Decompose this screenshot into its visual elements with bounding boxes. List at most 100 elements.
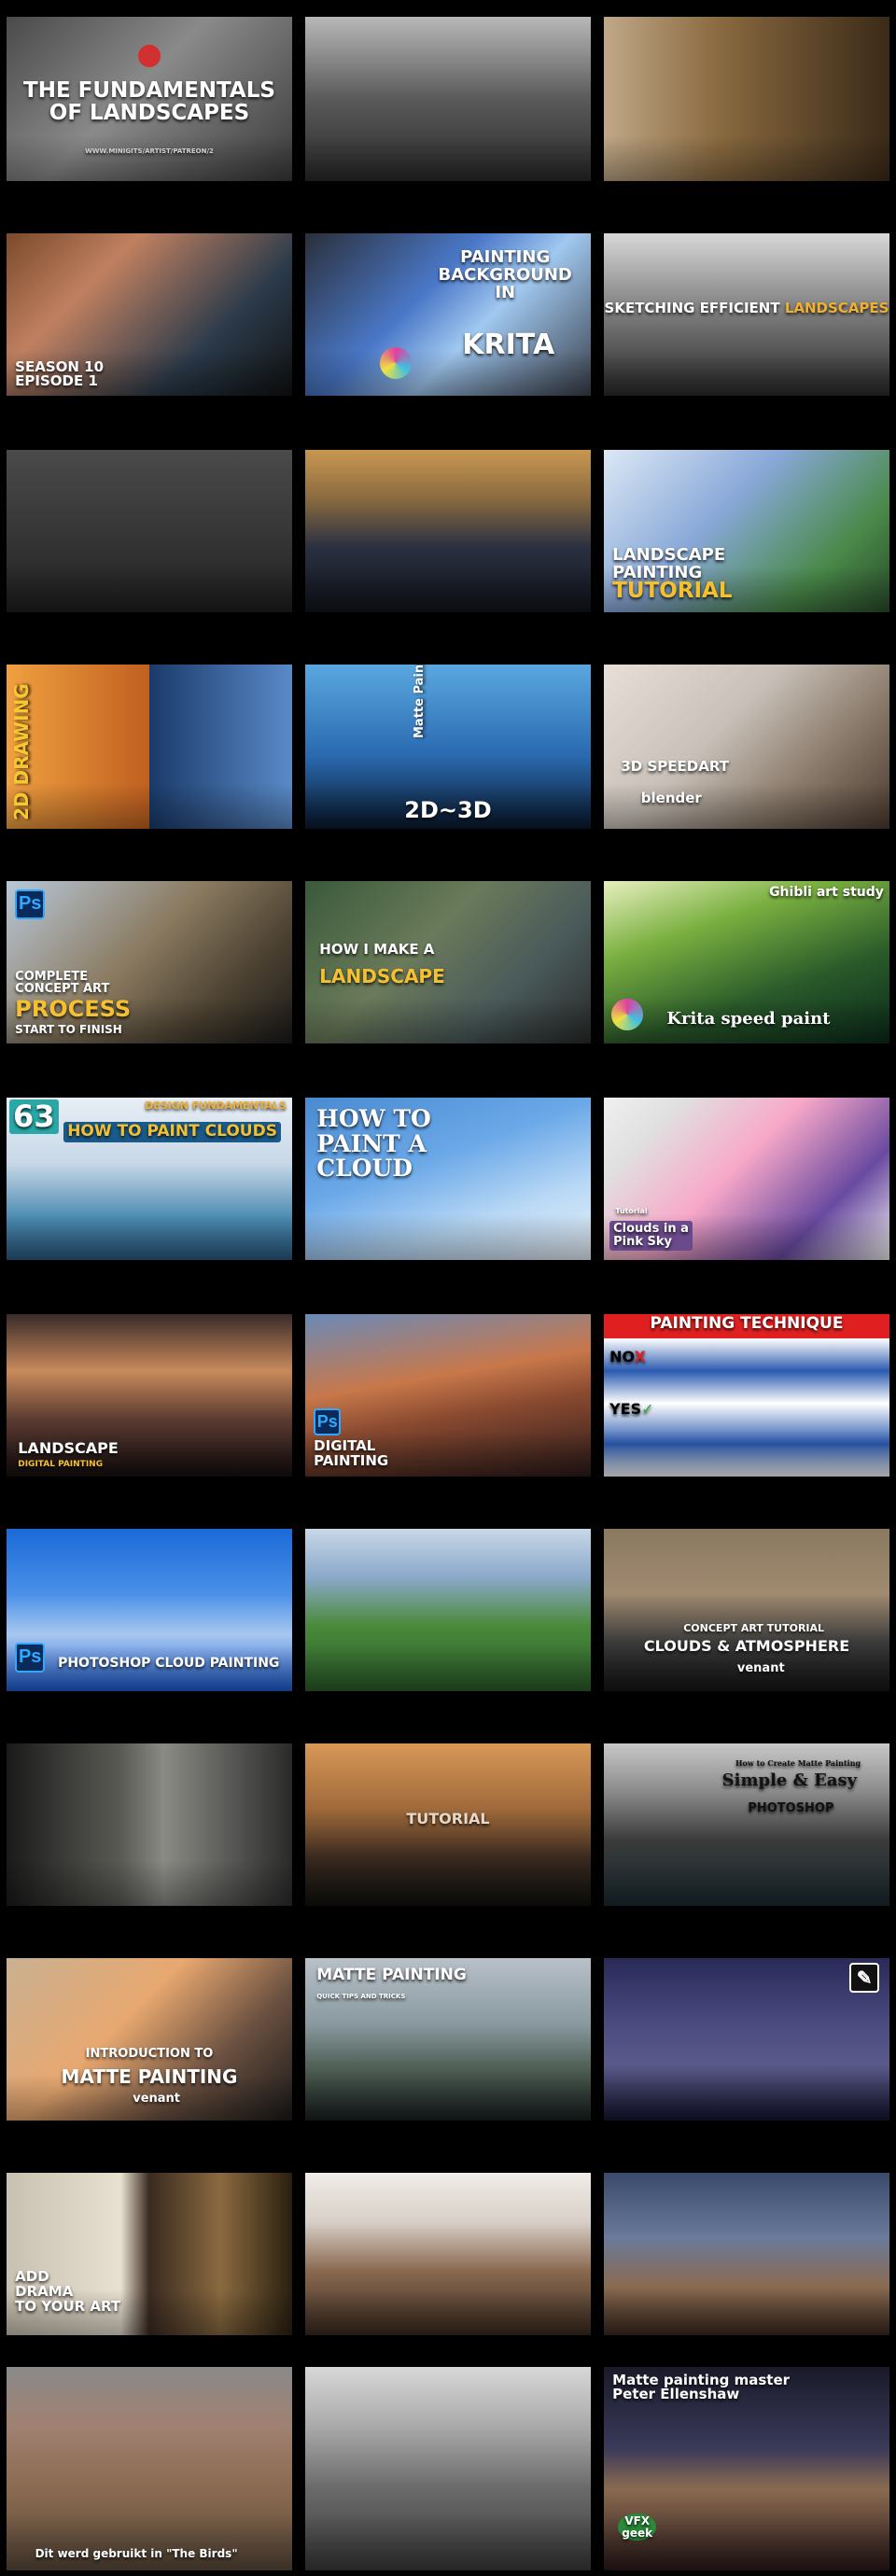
thumbnail-image bbox=[305, 1098, 591, 1260]
thumbnail-painting-background-in-krita[interactable]: PAINTING BACKGROUND IN KRITA bbox=[305, 233, 591, 396]
scene-silhouette bbox=[604, 567, 889, 612]
thumbnail-mech-desert-wreck[interactable] bbox=[305, 2173, 591, 2335]
thumbnail-simple-and-easy-photoshop[interactable]: How to Create Matte Painting Simple & Eas… bbox=[604, 1743, 889, 1906]
thumbnail-fundamentals-of-landscapes[interactable]: THE FUNDAMENTALS OF LANDSCAPES WWW.MINIGI… bbox=[7, 17, 292, 181]
thumbnail-rider-on-beach[interactable] bbox=[604, 2173, 889, 2335]
thumbnail-2d-drawing-wolf[interactable]: 2D DRAWING bbox=[7, 665, 292, 829]
thumbnail-digital-painting-mountain[interactable]: Ps DIGITAL PAINTING bbox=[305, 1314, 591, 1477]
thumbnail-image bbox=[604, 450, 889, 612]
thumbnail-image bbox=[7, 1529, 292, 1691]
thumbnail-photoshop-cloud-painting[interactable]: Ps PHOTOSHOP CLOUD PAINTING bbox=[7, 1529, 292, 1691]
thumbnail-how-i-make-a-landscape[interactable]: HOW I MAKE A LANDSCAPE bbox=[305, 881, 591, 1043]
thumbnail-image bbox=[604, 2173, 889, 2335]
photoshop-icon: Ps bbox=[15, 1642, 46, 1673]
scene-silhouette bbox=[305, 1214, 591, 1260]
thumbnail-overlay-text: 63 bbox=[9, 1099, 59, 1135]
thumbnail-clouds-in-a-pink-sky[interactable]: Tutorial Clouds in a Pink Sky bbox=[604, 1098, 889, 1260]
thumbnail-overlay-text: DESIGN FUNDAMENTALS bbox=[145, 1099, 287, 1113]
thumbnail-overlay-text: LANDSCAPE bbox=[18, 1438, 119, 1457]
thumbnail-overlay-text: CONCEPT ART TUTORIAL bbox=[683, 1621, 825, 1634]
scene-silhouette bbox=[604, 1645, 889, 1691]
thumbnail-image bbox=[604, 1743, 889, 1906]
thumbnail-matte-painting-2d-3d[interactable]: Matte Painting 2D~3D bbox=[305, 665, 591, 829]
scene-silhouette bbox=[7, 998, 292, 1043]
thumbnail-overlay-text: HOW I MAKE A bbox=[319, 941, 435, 959]
scene-silhouette bbox=[305, 998, 591, 1043]
thumbnail-overlay-text: ADD DRAMA TO YOUR ART bbox=[15, 2268, 121, 2315]
thumbnail-how-to-paint-clouds-63[interactable]: 63 DESIGN FUNDAMENTALS HOW TO PAINT CLOUDS bbox=[7, 1098, 292, 1260]
scene-silhouette bbox=[604, 134, 889, 181]
thumbnail-overlay-text: venant bbox=[736, 1660, 785, 1675]
thumbnail-castle-cliff-sunset[interactable] bbox=[305, 450, 591, 612]
thumbnail-overlay-text: MATTE PAINTING bbox=[316, 1966, 467, 1985]
thumbnail-workshop-film-props[interactable] bbox=[305, 2367, 591, 2570]
thumbnail-image bbox=[305, 881, 591, 1043]
thumbnail-add-drama-to-your-art[interactable]: ADD DRAMA TO YOUR ART bbox=[7, 2173, 292, 2335]
thumbnail-how-to-paint-a-cloud[interactable]: HOW TO PAINT A CLOUD bbox=[305, 1098, 591, 1260]
thumbnail-image bbox=[7, 2173, 292, 2335]
thumbnail-overlay-text: DIGITAL PAINTING bbox=[314, 1436, 389, 1469]
thumbnail-green-valley-airship[interactable] bbox=[305, 1529, 591, 1691]
thumbnail-image bbox=[604, 2367, 889, 2570]
thumbnail-image bbox=[305, 2173, 591, 2335]
thumbnail-clouds-and-atmosphere-venant[interactable]: CONCEPT ART TUTORIAL CLOUDS & ATMOSPHERE v… bbox=[604, 1529, 889, 1691]
scene-silhouette bbox=[604, 782, 889, 829]
thumbnail-tutorial-harbor-city[interactable]: TUTORIAL bbox=[305, 1743, 591, 1906]
scene-silhouette bbox=[7, 2513, 292, 2570]
thumbnail-image bbox=[305, 1314, 591, 1477]
thumbnail-ghibli-art-study[interactable]: Ghibli art study Krita speed paint bbox=[604, 881, 889, 1043]
thumbnail-overlay-text: PHOTOSHOP bbox=[748, 1800, 834, 1815]
thumbnail-matte-painting-quick-tips[interactable]: MATTE PAINTING QUICK TIPS AND TRICKS bbox=[305, 1958, 591, 2121]
thumbnail-purple-dusk-forest[interactable]: ✎ bbox=[604, 1958, 889, 2121]
thumbnail-sketching-efficient-landscapes[interactable]: SKETCHING EFFICIENT LANDSCAPES bbox=[604, 233, 889, 396]
thumbnail-landscape-digital-painting-sunset[interactable]: LANDSCAPE DIGITAL PAINTING bbox=[7, 1314, 292, 1477]
thumbnail-overlay-text: SEASON 10 EPISODE 1 bbox=[15, 357, 105, 390]
thumbnail-overlay-text: Matte Painting bbox=[413, 665, 427, 739]
thumbnail-overlay-text: HOW TO PAINT CLOUDS bbox=[63, 1122, 281, 1142]
thumbnail-overlay-text: DIGITAL PAINTING bbox=[18, 1459, 104, 1469]
thumbnail-introduction-to-matte-painting[interactable]: INTRODUCTION TO MATTE PAINTING venant bbox=[7, 1958, 292, 2121]
thumbnail-overlay-text: PAINTING BACKGROUND IN bbox=[438, 247, 572, 303]
thumbnail-aerial-village-rooftops[interactable]: Dit werd gebruikt in "The Birds" bbox=[7, 2367, 292, 2570]
thumbnail-man-painting-framed-picture[interactable] bbox=[604, 17, 889, 181]
scene-silhouette bbox=[7, 1860, 292, 1906]
thumbnail-3d-speedart-blender[interactable]: 3D SPEEDART blender bbox=[604, 665, 889, 829]
thumbnail-image bbox=[305, 1958, 591, 2121]
thumbnail-landscape-painting-tutorial[interactable]: LANDSCAPE PAINTING TUTORIAL bbox=[604, 450, 889, 612]
scene-silhouette bbox=[7, 782, 292, 829]
thumbnail-dark-hallway-light[interactable] bbox=[7, 1743, 292, 1906]
scene-silhouette bbox=[305, 350, 591, 396]
thumbnail-overlay-text: CLOUDS & ATMOSPHERE bbox=[643, 1637, 850, 1656]
scene-silhouette bbox=[604, 2289, 889, 2335]
scene-silhouette bbox=[604, 2075, 889, 2121]
scene-silhouette bbox=[305, 2513, 591, 2570]
thumbnail-matte-painting-master-ellenshaw[interactable]: Matte painting master Peter Ellenshaw VFX… bbox=[604, 2367, 889, 2570]
thumbnail-image bbox=[305, 1529, 591, 1691]
thumbnail-image bbox=[7, 2367, 292, 2570]
scene-silhouette bbox=[7, 134, 292, 181]
thumbnail-overlay-text: venant bbox=[133, 2092, 181, 2107]
scene-silhouette bbox=[604, 1431, 889, 1477]
thumbnail-overlay-text: How to Create Matte Painting bbox=[735, 1758, 861, 1769]
thumbnail-image bbox=[604, 665, 889, 829]
scene-silhouette bbox=[7, 1431, 292, 1477]
thumbnail-painting-technique-no-yes[interactable]: PAINTING TECHNIQUE NOX YES✓ bbox=[604, 1314, 889, 1477]
thumbnail-grey-thumbnail-sketches[interactable] bbox=[305, 17, 591, 181]
thumbnail-overlay-text: 2D~3D bbox=[404, 797, 492, 824]
thumbnail-image bbox=[604, 1314, 889, 1477]
thumbnail-photoshop-thumbnail-grid[interactable] bbox=[7, 450, 292, 612]
thumbnail-overlay-text: Krita speed paint bbox=[666, 1009, 831, 1029]
thumbnail-image bbox=[305, 233, 591, 396]
thumbnail-overlay-text: Clouds in a Pink Sky bbox=[609, 1221, 693, 1251]
scene-silhouette bbox=[305, 567, 591, 612]
thumbnail-overlay-text: START TO FINISH bbox=[15, 1023, 122, 1037]
thumbnail-overlay-text: SKETCHING EFFICIENT LANDSCAPES bbox=[604, 300, 889, 317]
thumbnail-complete-concept-art-process[interactable]: Ps COMPLETE CONCEPT ART PROCESS START TO FI… bbox=[7, 881, 292, 1043]
scene-silhouette bbox=[7, 1214, 292, 1260]
thumbnail-painter-season-10[interactable]: SEASON 10 EPISODE 1 bbox=[7, 233, 292, 396]
thumbnail-image bbox=[604, 1529, 889, 1691]
thumbnail-overlay-text: TUTORIAL bbox=[406, 1810, 490, 1828]
thumbnail-overlay-text: PAINTING TECHNIQUE bbox=[650, 1314, 844, 1333]
scene-silhouette bbox=[305, 1431, 591, 1477]
